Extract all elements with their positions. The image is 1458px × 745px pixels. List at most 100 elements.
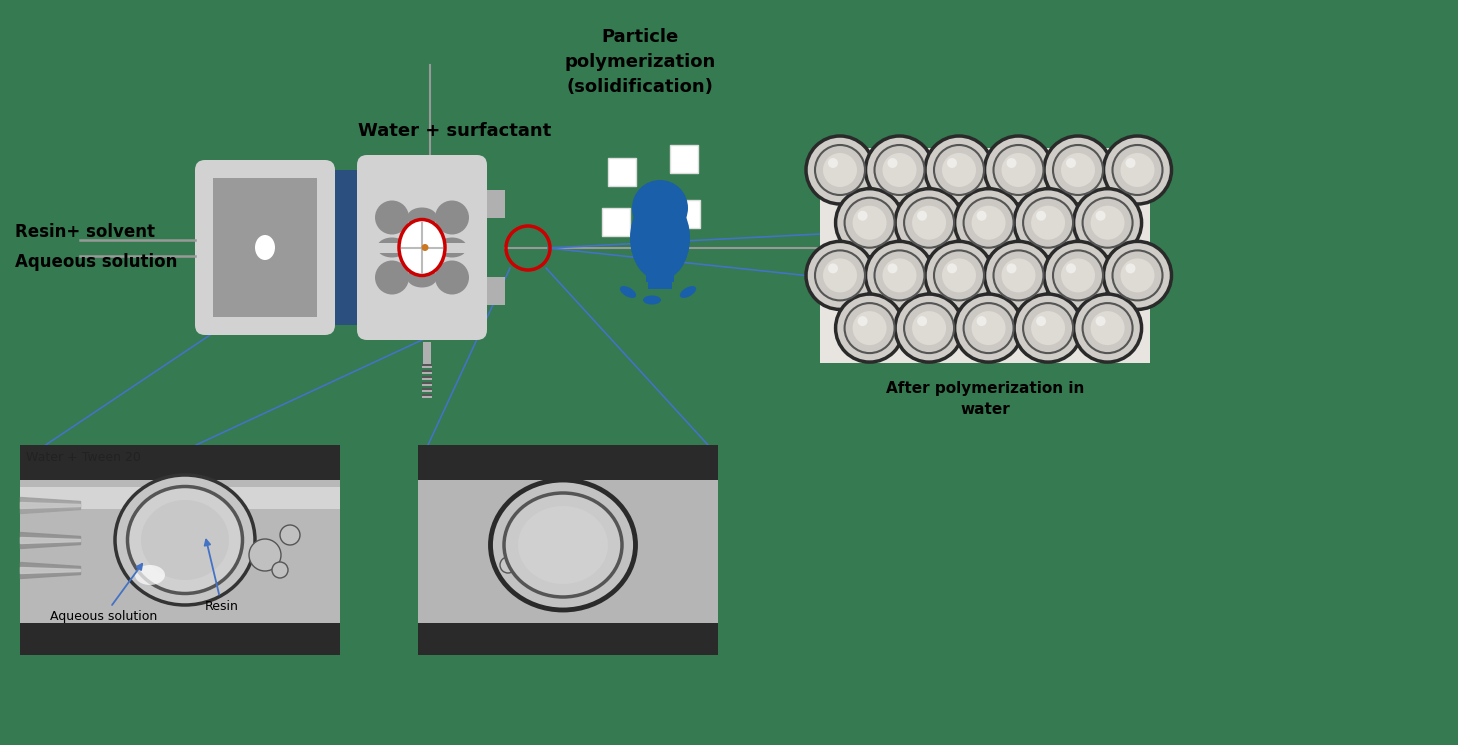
Circle shape	[948, 158, 956, 168]
Bar	[421, 384, 432, 386]
Ellipse shape	[434, 200, 469, 235]
Circle shape	[500, 557, 516, 573]
Circle shape	[1053, 145, 1104, 195]
Ellipse shape	[375, 261, 410, 294]
Circle shape	[835, 294, 904, 362]
Circle shape	[1061, 259, 1095, 292]
Circle shape	[1112, 145, 1162, 195]
Circle shape	[1066, 264, 1076, 273]
Circle shape	[971, 311, 1006, 345]
Ellipse shape	[255, 235, 276, 260]
Ellipse shape	[679, 286, 695, 298]
Circle shape	[1053, 250, 1104, 300]
Bar	[421, 364, 432, 368]
Circle shape	[904, 197, 954, 247]
Text: After polymerization in
water: After polymerization in water	[886, 381, 1085, 417]
Circle shape	[984, 241, 1053, 309]
Ellipse shape	[136, 565, 165, 585]
Bar	[421, 366, 432, 368]
Circle shape	[421, 244, 429, 251]
Circle shape	[895, 188, 964, 257]
Circle shape	[1104, 136, 1171, 204]
Circle shape	[815, 250, 865, 300]
Circle shape	[1083, 303, 1133, 353]
Bar	[608, 158, 636, 186]
Circle shape	[964, 303, 1013, 353]
Circle shape	[1002, 153, 1035, 187]
Text: Resin+ solvent: Resin+ solvent	[15, 223, 155, 241]
Bar	[20, 480, 340, 623]
Bar	[646, 272, 674, 282]
Ellipse shape	[399, 220, 445, 276]
Bar	[213, 178, 316, 317]
Circle shape	[882, 259, 917, 292]
Circle shape	[828, 158, 838, 168]
FancyBboxPatch shape	[195, 160, 335, 335]
Circle shape	[1044, 241, 1112, 309]
Circle shape	[971, 206, 1006, 240]
Circle shape	[1073, 188, 1142, 257]
Circle shape	[875, 250, 924, 300]
Bar	[647, 282, 672, 289]
Bar	[421, 382, 432, 386]
Ellipse shape	[490, 480, 636, 610]
Ellipse shape	[407, 267, 437, 288]
Circle shape	[1024, 303, 1073, 353]
Circle shape	[1002, 259, 1035, 292]
Ellipse shape	[630, 195, 690, 281]
Circle shape	[1121, 259, 1155, 292]
Circle shape	[1126, 264, 1136, 273]
Circle shape	[273, 562, 289, 578]
Circle shape	[835, 188, 904, 257]
Circle shape	[1121, 153, 1155, 187]
Circle shape	[853, 206, 886, 240]
Circle shape	[942, 259, 975, 292]
Circle shape	[1095, 211, 1105, 221]
Ellipse shape	[115, 475, 255, 605]
Bar	[487, 277, 504, 305]
FancyBboxPatch shape	[357, 155, 487, 340]
Bar	[423, 342, 432, 364]
Circle shape	[857, 316, 868, 326]
Bar	[20, 445, 340, 480]
Circle shape	[1126, 158, 1136, 168]
Circle shape	[1104, 241, 1171, 309]
Circle shape	[913, 206, 946, 240]
Bar	[672, 200, 700, 228]
Bar	[421, 370, 432, 374]
Circle shape	[866, 136, 933, 204]
Bar	[421, 376, 432, 380]
Bar	[602, 208, 630, 236]
Bar	[357, 243, 487, 253]
Bar	[421, 388, 432, 392]
Bar	[421, 396, 432, 398]
Circle shape	[631, 180, 688, 236]
Circle shape	[1006, 264, 1016, 273]
Circle shape	[993, 145, 1044, 195]
Circle shape	[1031, 311, 1066, 345]
Circle shape	[1024, 197, 1073, 247]
Circle shape	[1015, 188, 1082, 257]
Circle shape	[924, 136, 993, 204]
Circle shape	[828, 264, 838, 273]
Circle shape	[844, 303, 895, 353]
Circle shape	[1112, 250, 1162, 300]
Circle shape	[1091, 311, 1124, 345]
Text: Resin: Resin	[204, 539, 239, 613]
Circle shape	[882, 153, 917, 187]
Circle shape	[977, 316, 987, 326]
Ellipse shape	[375, 200, 410, 235]
Circle shape	[866, 241, 933, 309]
Ellipse shape	[518, 506, 608, 584]
Bar	[421, 390, 432, 392]
Circle shape	[1073, 294, 1142, 362]
Bar	[370, 169, 472, 326]
Bar	[418, 480, 717, 623]
Bar	[671, 145, 698, 173]
Text: Water + surfactant: Water + surfactant	[359, 122, 551, 140]
Circle shape	[913, 311, 946, 345]
Bar	[418, 445, 717, 480]
Circle shape	[815, 145, 865, 195]
Bar	[20, 487, 340, 509]
Circle shape	[955, 188, 1022, 257]
